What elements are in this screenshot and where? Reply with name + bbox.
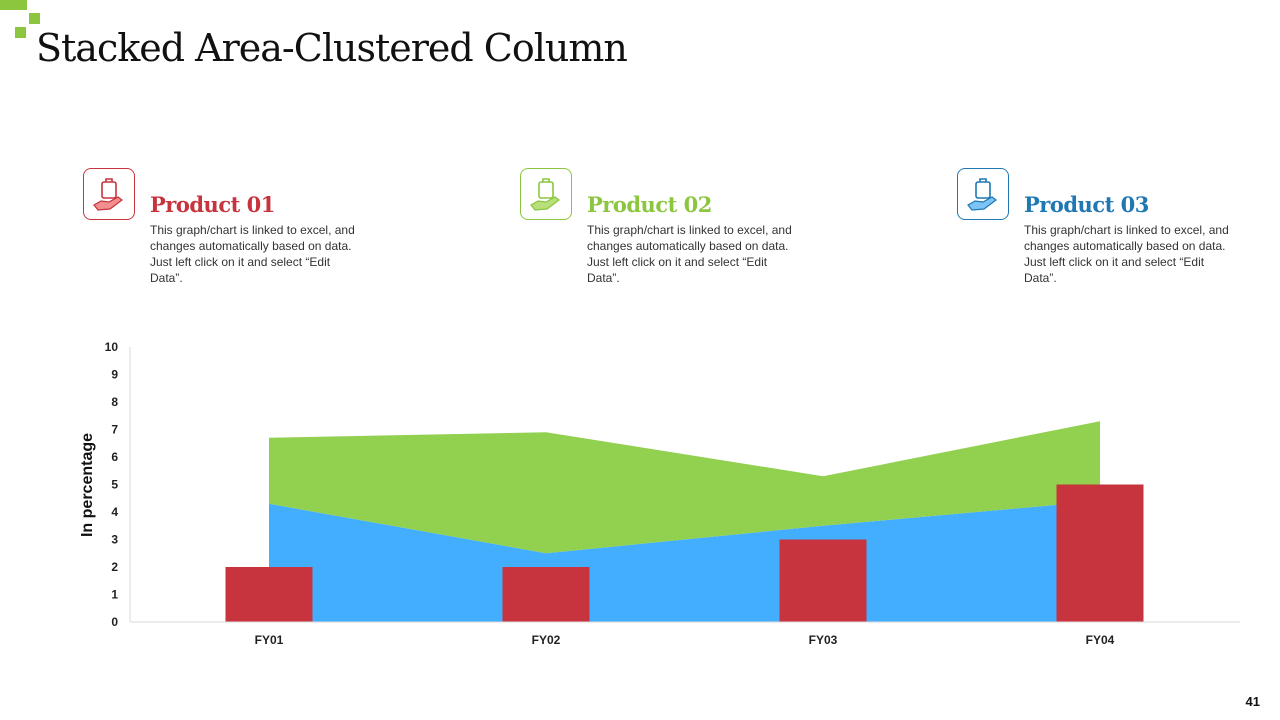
- area-series-1: [269, 501, 1100, 622]
- y-axis-label: In percentage: [79, 432, 96, 538]
- column-bar: [1056, 484, 1144, 622]
- y-tick-label: 7: [111, 423, 118, 437]
- y-tick-label: 10: [105, 340, 119, 354]
- product-card-2: Product 02 This graph/chart is linked to…: [520, 168, 820, 298]
- product-name: Product 01: [150, 192, 275, 217]
- hand-bag-icon: [520, 168, 572, 220]
- product-description: This graph/chart is linked to excel, and…: [1024, 223, 1229, 285]
- product-name: Product 02: [587, 192, 712, 217]
- area-series-2: [269, 421, 1100, 554]
- y-tick-label: 0: [111, 615, 118, 629]
- y-tick-label: 6: [111, 450, 118, 464]
- y-tick-label: 2: [111, 560, 118, 574]
- y-tick-label: 3: [111, 533, 118, 547]
- product-name: Product 03: [1024, 192, 1149, 217]
- page-title: Stacked Area-Clustered Column: [36, 26, 628, 70]
- product-card-3: Product 03 This graph/chart is linked to…: [957, 168, 1257, 298]
- y-tick-label: 4: [111, 505, 118, 519]
- column-bar: [779, 539, 867, 622]
- column-bar: [502, 567, 590, 622]
- x-tick-label: FY04: [1086, 633, 1115, 647]
- decor-square: [29, 13, 40, 24]
- x-tick-label: FY02: [532, 633, 561, 647]
- product-card-1: Product 01 This graph/chart is linked to…: [83, 168, 383, 298]
- page-number: 41: [1245, 694, 1260, 709]
- y-tick-label: 5: [111, 478, 118, 492]
- y-tick-label: 8: [111, 395, 118, 409]
- hand-bag-icon: [957, 168, 1009, 220]
- stacked-area-clustered-column-chart: 0 1 2 3 4 5 6 7 8 9 10 FY01 FY02 FY03 FY04: [105, 340, 1240, 647]
- decor-square: [0, 0, 27, 10]
- hand-bag-icon: [83, 168, 135, 220]
- product-description: This graph/chart is linked to excel, and…: [587, 223, 792, 285]
- x-tick-label: FY01: [255, 633, 284, 647]
- product-description: This graph/chart is linked to excel, and…: [150, 223, 355, 285]
- decor-square: [15, 27, 26, 38]
- x-tick-label: FY03: [809, 633, 838, 647]
- y-tick-label: 1: [111, 588, 118, 602]
- y-tick-label: 9: [111, 368, 118, 382]
- column-bar: [225, 567, 313, 622]
